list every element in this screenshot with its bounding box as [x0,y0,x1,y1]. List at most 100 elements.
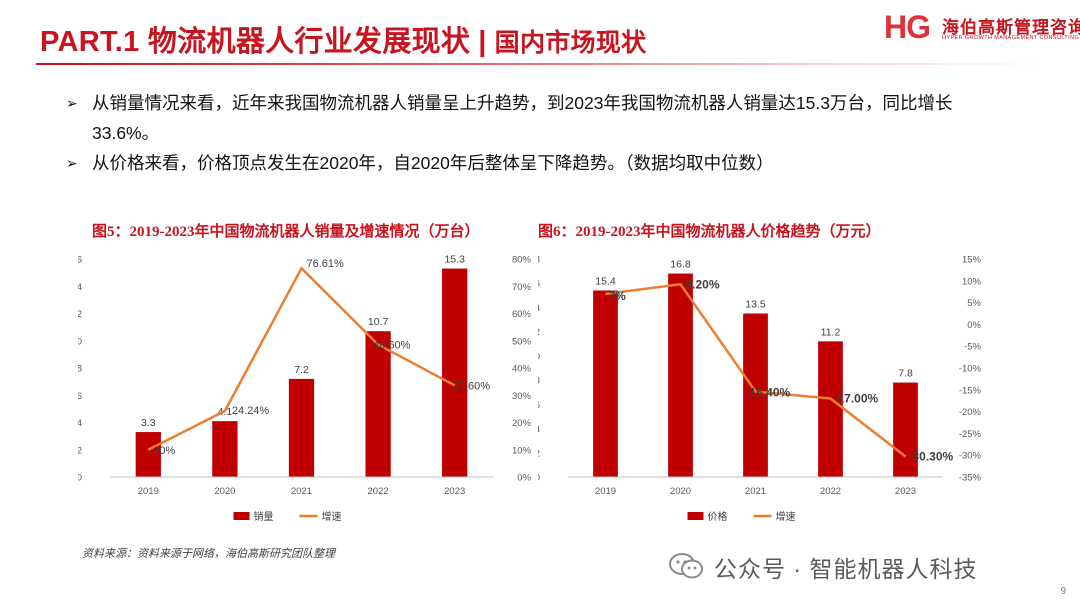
right-axis-tick: -25% [959,429,982,440]
left-axis-tick: 6 [78,391,82,402]
bar-销量 [212,421,238,477]
growth-value-label: -30.30% [909,450,954,464]
x-axis-tick: 2021 [291,486,312,497]
left-axis-tick: 14 [78,282,82,293]
bar-value-label: 11.2 [821,326,841,338]
left-axis-tick: 10 [538,351,540,362]
bar-value-label: 10.7 [368,316,389,328]
bar-价格 [743,313,768,477]
right-axis-tick: -20% [959,407,982,418]
bullet-text: 从价格来看，价格顶点发生在2020年，自2020年后整体呈下降趋势。（数据均取中… [92,153,774,173]
page-subtitle: 国内市场现状 [494,29,647,57]
legend-bar-swatch [687,512,704,520]
left-axis-tick: 2 [78,445,82,456]
bullet-arrow-icon: ➢ [66,95,78,111]
right-axis-tick: 70% [512,282,532,293]
growth-value-label: 10% [153,445,175,457]
right-axis-tick: 15% [962,255,982,266]
logo-chinese-name: 海伯高斯管理咨询 [942,18,1080,37]
x-axis-tick: 2020 [670,486,691,497]
left-axis-tick: 14 [538,303,540,314]
right-axis-tick: 80% [512,255,532,266]
left-axis-tick: 16 [538,279,540,290]
right-axis-tick: 20% [512,418,532,429]
page-title-main: PART.1 物流机器人行业发展现状 [40,26,471,58]
bar-价格 [818,341,843,477]
right-axis-tick: -35% [959,473,982,484]
growth-line [605,283,907,458]
bar-销量 [135,432,161,477]
page-number: 9 [1060,586,1066,597]
x-axis-tick: 2023 [444,486,465,497]
bar-销量 [288,378,315,477]
bullet-item: ➢ 从价格来看，价格顶点发生在2020年，自2020年后整体呈下降趋势。（数据均取… [66,148,1016,178]
growth-value-label: 9.20% [686,277,720,291]
page-title: PART.1 物流机器人行业发展现状 | 国内市场现状 [40,18,646,60]
x-axis-tick: 2022 [368,486,389,497]
bar-value-label: 13.5 [745,299,766,311]
growth-line [147,266,456,451]
legend-bar-swatch [233,512,250,520]
company-logo: HG 海伯高斯管理咨询 HYPER GROWTH MANAGEMENT CONS… [884,9,1080,46]
growth-value-label: -15.40% [746,386,791,400]
right-axis-tick: 50% [512,336,532,347]
logo-english-name: HYPER GROWTH MANAGEMENT CONSULTING [942,35,1080,41]
bar-value-label: 15.4 [595,275,616,287]
right-axis-tick: 40% [512,364,532,375]
x-axis-tick: 2020 [214,486,235,497]
right-axis-tick: -10% [959,364,982,375]
growth-value-label: -17.00% [834,392,879,406]
left-axis-tick: 4 [78,418,82,429]
title-separator: | [478,26,487,58]
right-axis-tick: 10% [962,276,982,287]
bar-价格 [893,382,918,477]
wechat-icon [669,553,703,579]
legend-label: 增速 [776,510,796,523]
watermark-text: 公众号 · 智能机器人科技 [714,556,978,582]
left-axis-tick: 8 [538,376,540,387]
chart-title-price: 图6：2019-2023年中国物流机器人价格趋势（万元） [538,224,881,240]
left-axis-tick: 4 [538,424,540,435]
legend-label: 增速 [322,510,342,523]
price-chart: 0 2 4 6 8 10 12 14 16 18 -35% -30% -25% -20% -15% -10% -… [538,255,982,524]
right-axis-tick: 0% [967,320,981,331]
right-axis-tick: -5% [964,342,981,353]
left-axis-tick: 2 [538,448,540,459]
right-axis-tick: 0% [517,473,531,484]
bar-value-label: 15.3 [444,254,465,266]
x-axis-tick: 2021 [745,486,766,497]
title-divider [36,63,1040,65]
bar-销量 [442,268,468,477]
left-axis-tick: 16 [78,255,82,266]
left-axis-tick: 8 [78,364,82,375]
bar-value-label: 7.8 [898,368,913,380]
growth-value-label: 48.60% [373,340,411,352]
legend-label: 销量 [254,510,274,523]
bullet-item: ➢ 从销量情况来看，近年来我国物流机器人销量呈上升趋势，到2023年我国物流机器人… [66,88,1016,148]
x-axis-tick: 2019 [138,486,159,497]
right-axis-tick: -30% [959,451,982,462]
left-axis-tick: 18 [538,255,540,266]
bar-value-label: 16.8 [670,259,691,271]
sales-chart: 0 2 4 6 8 10 12 14 16 0% 10% 20% 30% 40% 50% 60% 70% 80% 3… [78,254,532,523]
left-axis-tick: 0 [78,473,82,484]
bar-价格 [668,273,693,477]
x-axis-tick: 2019 [595,486,616,497]
left-axis-tick: 12 [78,309,82,320]
chart-title-sales: 图5：2019-2023年中国物流机器人销量及增速情况（万台） [92,224,480,240]
right-axis-tick: -15% [959,385,982,396]
source-note: 资料来源：资料来源于网络，海伯高斯研究团队整理 [82,548,335,560]
legend-label: 价格 [708,510,728,523]
logo-mark: HG [884,9,931,45]
growth-value-label: 76.61% [307,258,345,270]
growth-value-label: 24.24% [232,405,270,417]
right-axis-tick: 30% [512,391,532,402]
x-axis-tick: 2023 [895,486,916,497]
bullet-arrow-icon: ➢ [66,155,78,171]
bullet-list: ➢ 从销量情况来看，近年来我国物流机器人销量呈上升趋势，到2023年我国物流机器人… [66,88,1016,178]
bullet-text: 从销量情况来看，近年来我国物流机器人销量呈上升趋势，到2023年我国物流机器人销… [92,93,953,143]
right-axis-tick: 5% [967,298,981,309]
left-axis-tick: 6 [538,400,540,411]
bar-价格 [593,290,618,477]
left-axis-tick: 0 [538,473,540,484]
